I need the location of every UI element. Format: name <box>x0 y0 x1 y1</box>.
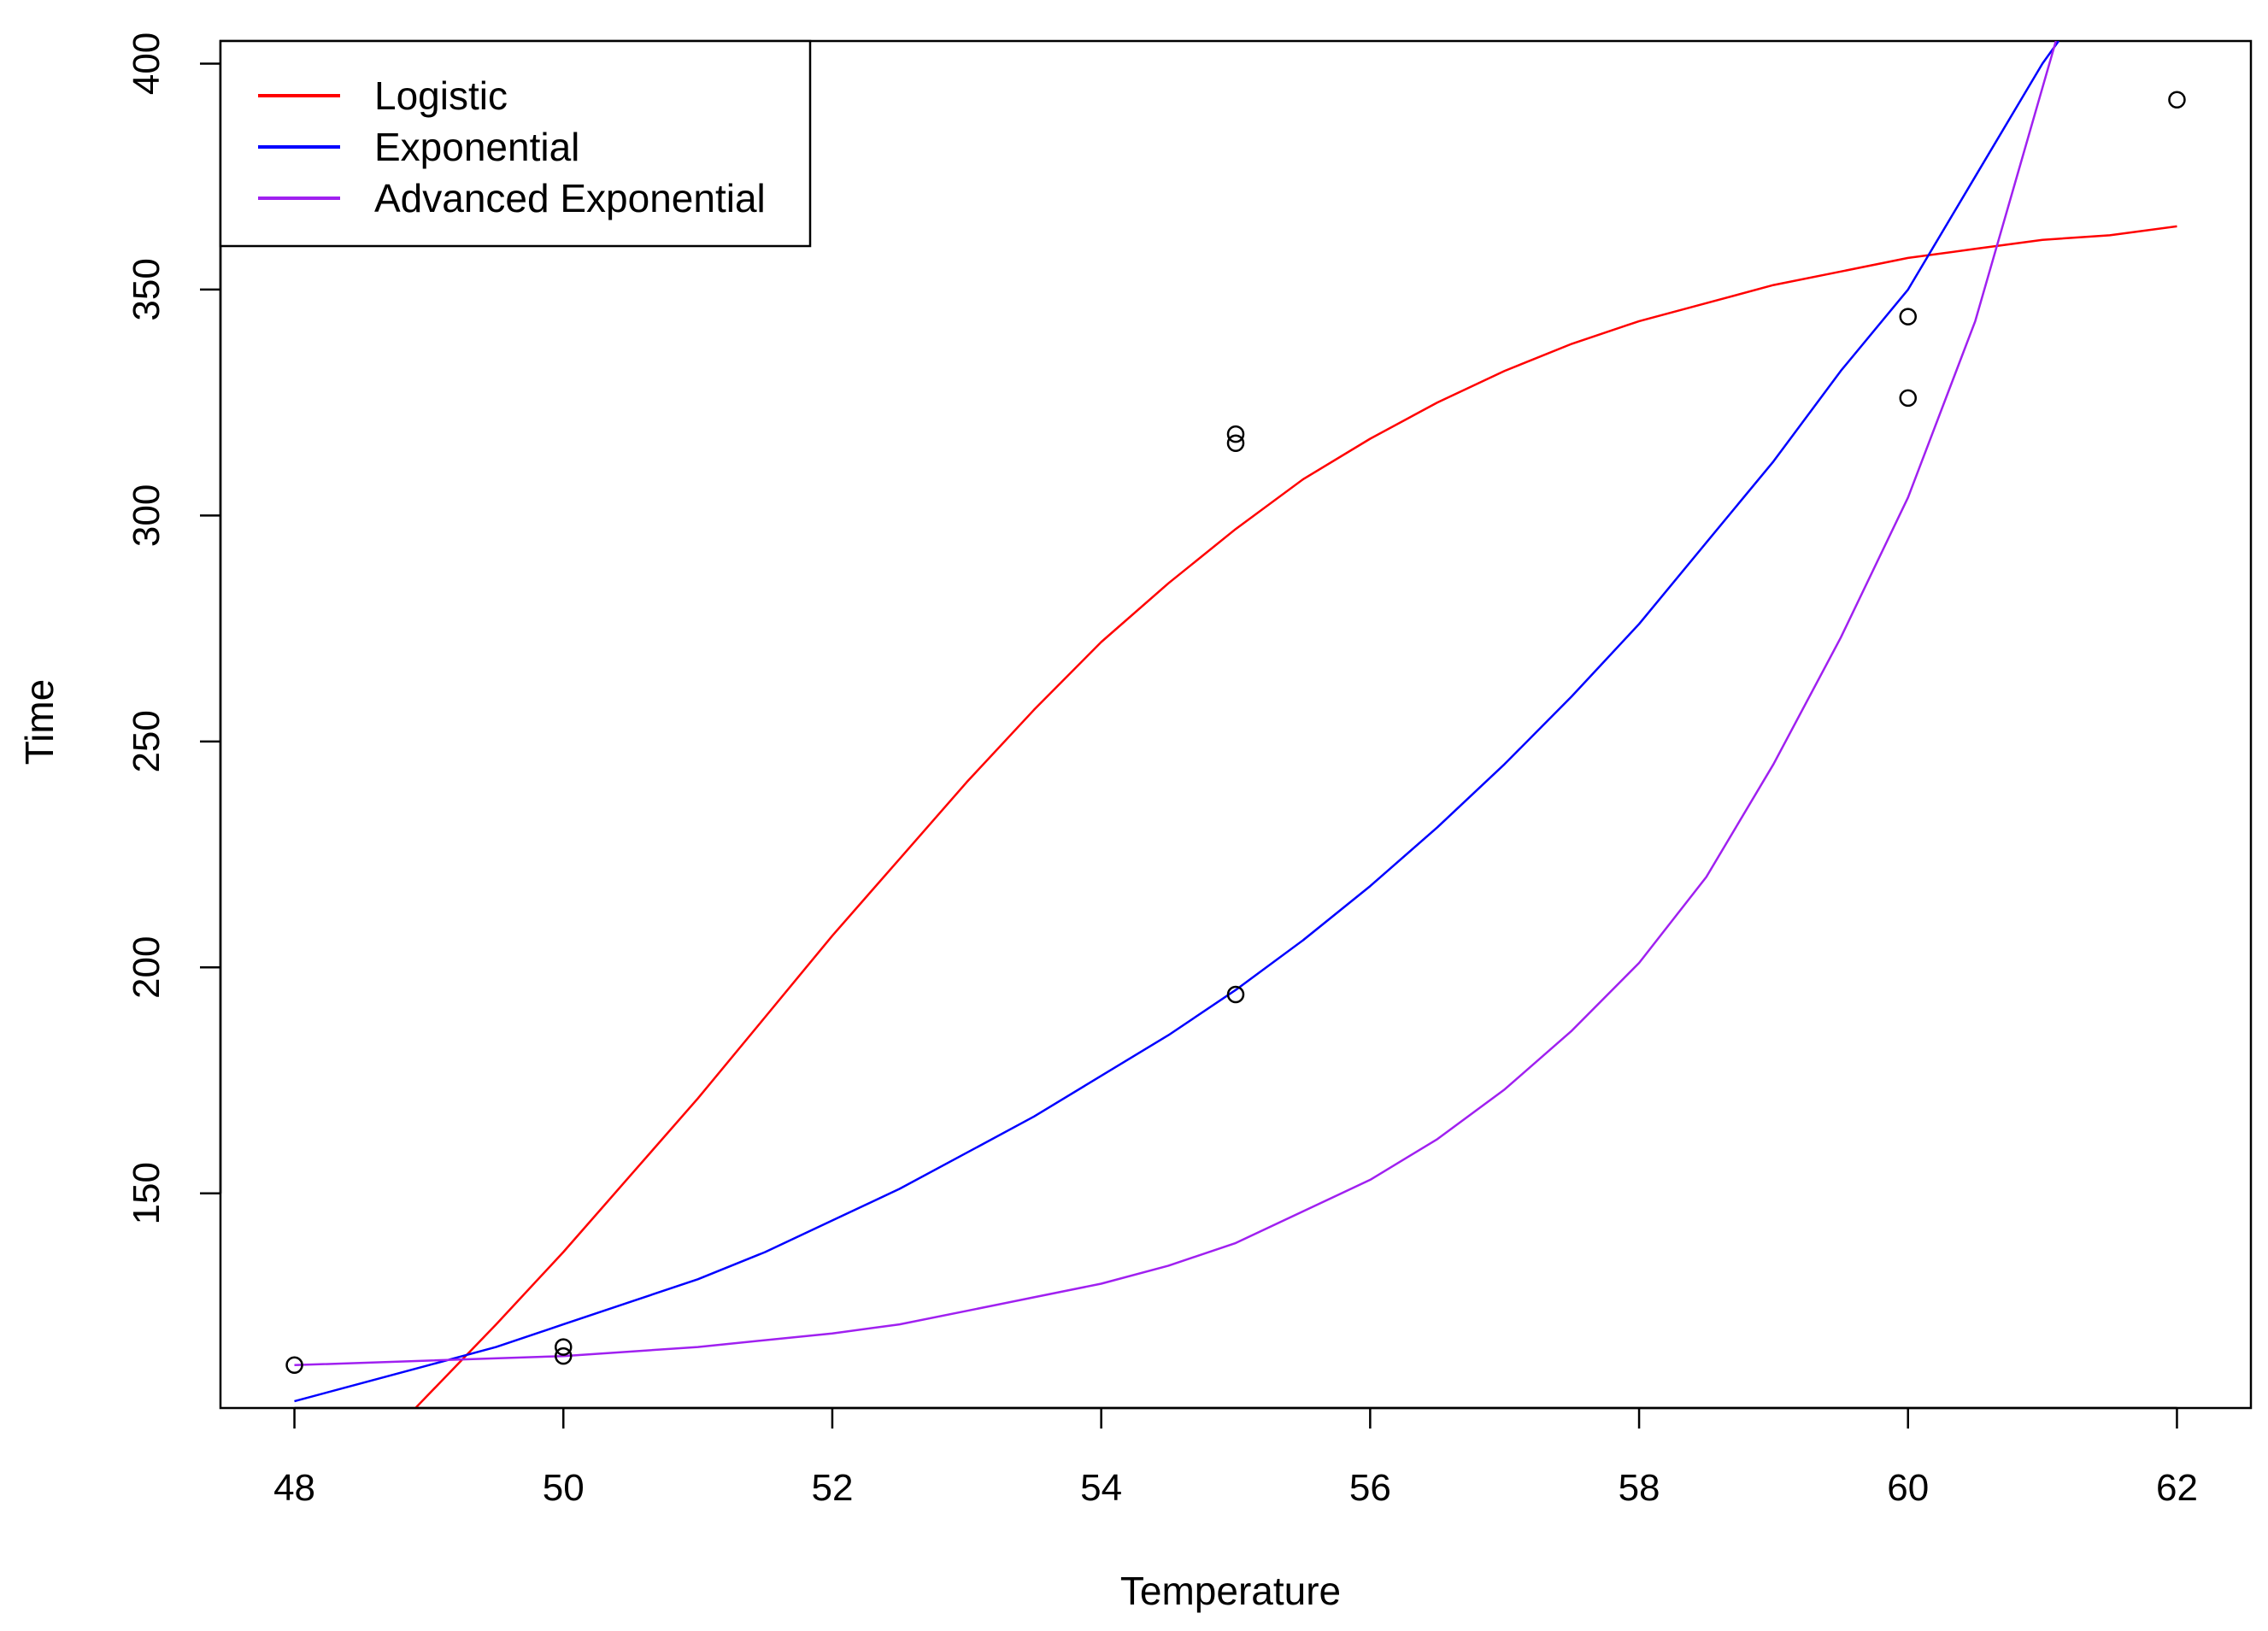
data-point <box>2168 91 2186 109</box>
data-point <box>1899 389 1918 408</box>
x-tick-label: 54 <box>1080 1467 1122 1509</box>
y-tick-label: 300 <box>126 484 167 547</box>
x-tick-label: 50 <box>543 1467 585 1509</box>
x-tick-label: 58 <box>1619 1467 1660 1509</box>
legend-label-advanced-exponential: Advanced Exponential <box>374 176 766 220</box>
y-axis-label: Time <box>17 679 62 766</box>
x-tick-label: 60 <box>1887 1467 1929 1509</box>
x-tick-label: 48 <box>273 1467 315 1509</box>
legend-label-exponential: Exponential <box>374 125 579 169</box>
data-point <box>1226 434 1245 452</box>
x-axis-label: Temperature <box>1120 1569 1341 1613</box>
data-point <box>554 1346 573 1365</box>
legend-box <box>219 39 812 248</box>
y-axis: 150 200 250 300 350 400 <box>126 32 222 1224</box>
y-tick-label: 150 <box>126 1162 167 1224</box>
data-point <box>1226 425 1245 443</box>
x-axis: 48 50 52 54 56 58 60 62 <box>273 1406 2198 1509</box>
x-tick-label: 52 <box>811 1467 853 1509</box>
data-point <box>285 1356 303 1375</box>
data-point <box>554 1338 573 1356</box>
series-line-logistic <box>414 225 2177 1408</box>
x-tick-label: 62 <box>2156 1467 2198 1509</box>
y-tick-label: 250 <box>126 710 167 772</box>
series-line-advanced-exponential <box>294 41 2058 1367</box>
y-tick-label: 200 <box>126 936 167 999</box>
legend-label-logistic: Logistic <box>374 73 508 118</box>
x-tick-label: 56 <box>1349 1467 1391 1509</box>
y-tick-label: 400 <box>126 32 167 95</box>
series-line-exponential <box>294 41 2060 1403</box>
legend: Logistic Exponential Advanced Exponential <box>219 39 812 248</box>
data-points <box>285 91 2186 1375</box>
data-point <box>1899 308 1918 326</box>
y-tick-label: 350 <box>126 258 167 320</box>
fitted-curves <box>294 41 2177 1408</box>
data-point <box>1226 985 1245 1004</box>
